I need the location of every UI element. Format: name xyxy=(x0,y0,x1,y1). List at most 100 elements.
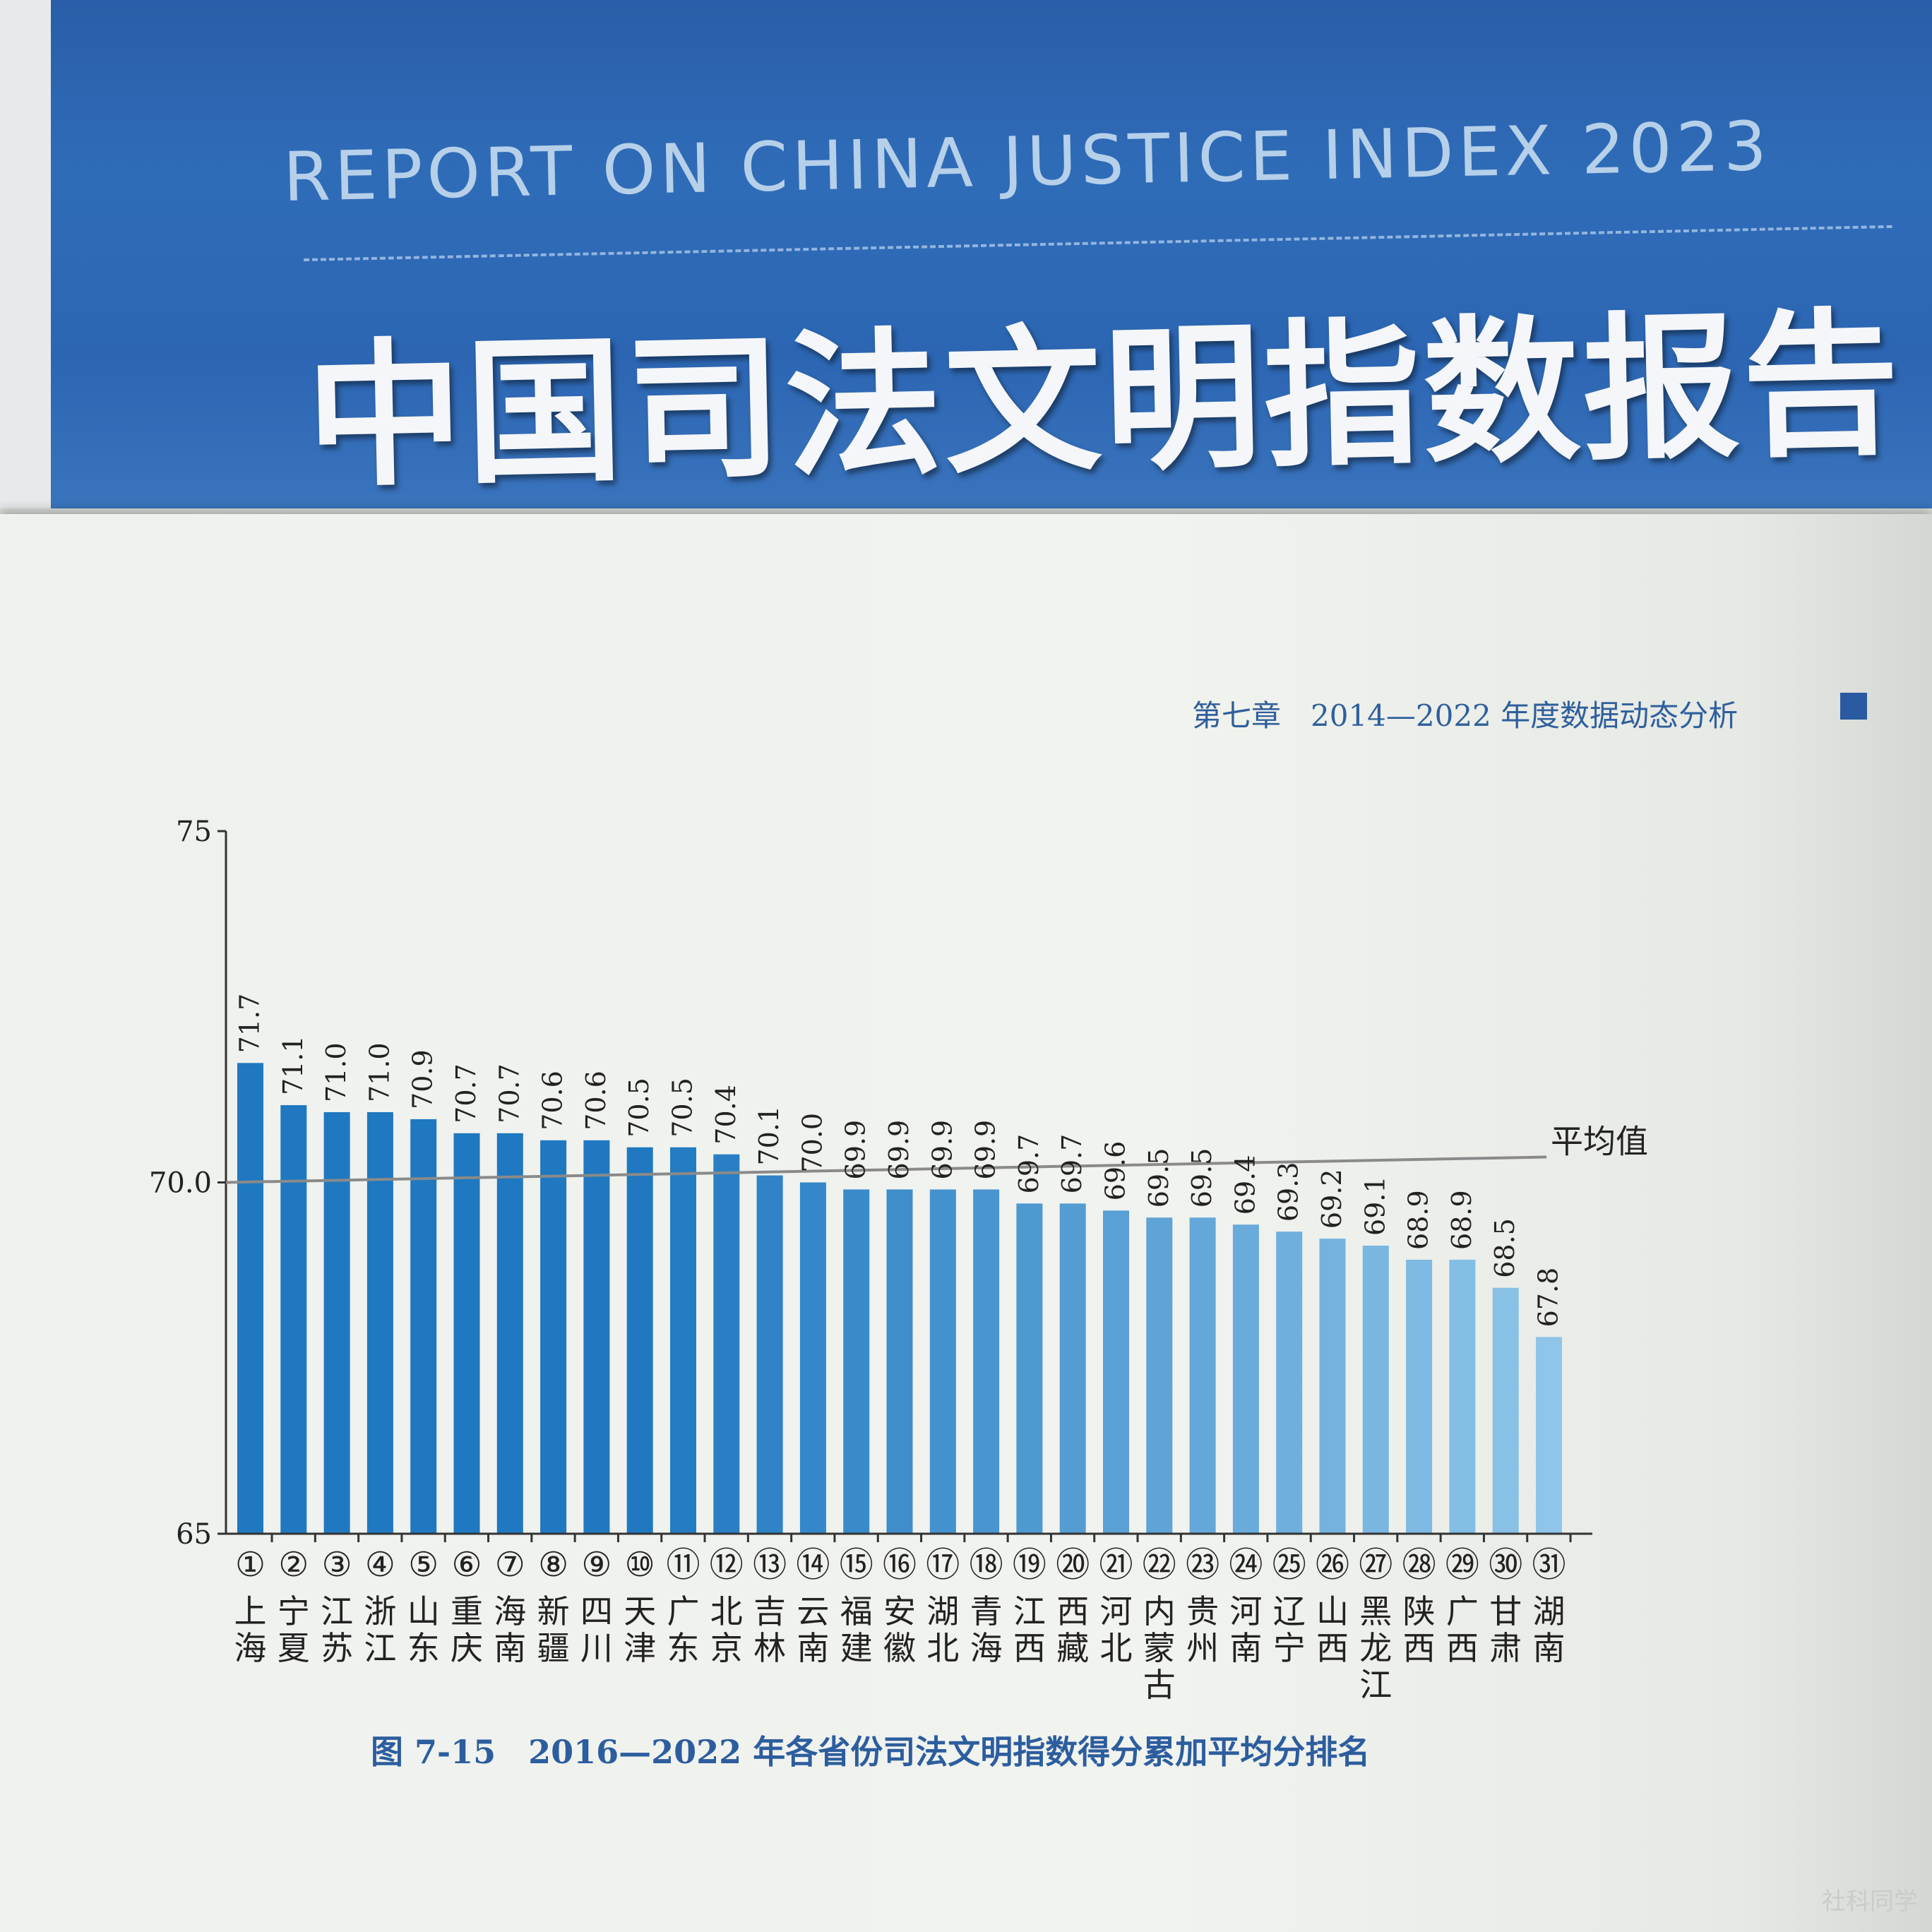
x-tick-label: 重 xyxy=(451,1592,483,1630)
axes-layer: 65 70.0 75 平均值 xyxy=(149,816,1648,1551)
bar xyxy=(1146,1217,1173,1534)
bar xyxy=(366,1112,393,1534)
rank-label: ⑧ xyxy=(538,1545,568,1585)
bar xyxy=(540,1140,567,1534)
bar xyxy=(1232,1224,1259,1534)
x-tick-label: 吉 xyxy=(753,1592,786,1630)
labels-layer: 71.7①上海71.1②宁夏71.0③江苏71.0④浙江70.9⑤山东70.7⑥… xyxy=(234,994,1566,1704)
x-tick-label: 天 xyxy=(624,1592,656,1630)
rank-label: ⑪ xyxy=(666,1545,700,1585)
x-tick-label: 宁 xyxy=(278,1592,310,1630)
average-label: 平均值 xyxy=(1551,1123,1648,1161)
x-tick-label: 林 xyxy=(753,1629,786,1667)
data-label: 68.9 xyxy=(1403,1190,1434,1250)
rank-label: ㉛ xyxy=(1532,1545,1566,1585)
rank-label: ⑱ xyxy=(970,1545,1003,1585)
x-tick-label: 肃 xyxy=(1489,1629,1522,1667)
bar xyxy=(1492,1287,1519,1534)
rank-label: ⑭ xyxy=(796,1545,830,1585)
average-line xyxy=(225,1155,1547,1184)
data-label: 69.7 xyxy=(1013,1134,1044,1194)
bar xyxy=(1016,1203,1043,1534)
x-tick-label: 西 xyxy=(1056,1592,1089,1630)
x-tick-label: 上 xyxy=(234,1592,267,1630)
figure-caption: 图 7-15 2016—2022 年各省份司法文明指数得分累加平均分排名 xyxy=(371,1733,1371,1771)
y-tick-label: 70.0 xyxy=(149,1167,212,1200)
x-tick-label: 西 xyxy=(1013,1629,1046,1667)
data-label: 67.8 xyxy=(1533,1268,1564,1328)
running-head: 第七章 2014—2022 年度数据动态分析 xyxy=(1192,698,1739,733)
bar xyxy=(1449,1259,1476,1534)
bar xyxy=(1276,1232,1303,1534)
page-edge xyxy=(0,0,51,508)
x-tick-label: 云 xyxy=(797,1592,829,1630)
x-tick-label: 北 xyxy=(710,1592,743,1630)
x-tick-label: 蒙 xyxy=(1143,1629,1176,1667)
running-head-marker xyxy=(1840,693,1867,720)
bar xyxy=(453,1133,480,1534)
x-tick-label: 山 xyxy=(407,1592,440,1630)
data-label: 70.7 xyxy=(494,1063,525,1123)
x-tick-label: 江 xyxy=(1359,1666,1392,1704)
x-tick-label: 黑 xyxy=(1359,1592,1392,1630)
bar xyxy=(799,1182,826,1534)
data-label: 71.1 xyxy=(278,1035,309,1095)
rank-label: ㉚ xyxy=(1489,1545,1522,1585)
x-tick-label: 古 xyxy=(1143,1666,1176,1704)
x-tick-label: 南 xyxy=(1533,1629,1566,1667)
x-tick-label: 徽 xyxy=(883,1629,916,1667)
data-label: 70.9 xyxy=(407,1049,439,1109)
x-tick-label: 四 xyxy=(580,1592,613,1630)
data-label: 70.4 xyxy=(710,1085,741,1145)
book-cover xyxy=(51,0,1932,508)
rank-label: ① xyxy=(235,1545,266,1585)
data-label: 68.9 xyxy=(1446,1190,1477,1250)
x-tick-label: 广 xyxy=(1446,1592,1479,1630)
bar xyxy=(973,1189,1000,1534)
bar xyxy=(323,1112,350,1534)
rank-label: ⑫ xyxy=(710,1545,744,1585)
rank-label: ㉘ xyxy=(1402,1545,1436,1585)
rank-label: ㉓ xyxy=(1186,1545,1220,1585)
x-tick-label: 津 xyxy=(624,1629,656,1667)
x-tick-label: 京 xyxy=(710,1629,743,1667)
x-tick-label: 山 xyxy=(1316,1592,1349,1630)
data-label: 71.0 xyxy=(321,1042,352,1102)
x-tick-label: 江 xyxy=(321,1592,353,1630)
data-label: 68.5 xyxy=(1489,1218,1520,1278)
data-label: 69.1 xyxy=(1359,1176,1390,1236)
rank-label: ③ xyxy=(322,1545,352,1585)
data-label: 69.9 xyxy=(883,1120,914,1180)
data-label: 69.2 xyxy=(1316,1169,1347,1229)
bar xyxy=(1406,1259,1433,1534)
data-label: 71.0 xyxy=(364,1042,395,1102)
x-tick-label: 海 xyxy=(970,1629,1003,1667)
bar xyxy=(1362,1246,1389,1534)
rank-label: ⑯ xyxy=(883,1545,917,1585)
rank-label: ⑤ xyxy=(408,1545,439,1585)
x-tick-label: 州 xyxy=(1186,1629,1219,1667)
data-label: 71.7 xyxy=(234,994,266,1054)
bar xyxy=(1536,1337,1562,1534)
bars-layer xyxy=(237,1063,1562,1534)
bar xyxy=(280,1105,307,1534)
x-tick-label: 广 xyxy=(667,1592,700,1630)
x-tick-label: 湖 xyxy=(1533,1592,1566,1630)
x-tick-label: 西 xyxy=(1446,1629,1479,1667)
bar xyxy=(1319,1239,1346,1534)
data-label: 69.7 xyxy=(1056,1134,1087,1194)
x-tick-label: 疆 xyxy=(537,1629,570,1667)
bar xyxy=(843,1189,870,1534)
bar xyxy=(1103,1210,1129,1534)
bar xyxy=(929,1189,956,1534)
rank-label: ㉖ xyxy=(1316,1545,1349,1585)
x-tick-label: 安 xyxy=(883,1592,916,1630)
x-tick-label: 龙 xyxy=(1359,1629,1392,1667)
x-tick-label: 陕 xyxy=(1403,1592,1436,1630)
data-label: 70.0 xyxy=(797,1113,828,1173)
rank-label: ㉗ xyxy=(1359,1545,1393,1585)
data-label: 69.3 xyxy=(1273,1162,1304,1222)
rank-label: ⑰ xyxy=(926,1545,960,1585)
data-label: 70.6 xyxy=(580,1071,612,1131)
x-tick-label: 海 xyxy=(234,1629,267,1667)
